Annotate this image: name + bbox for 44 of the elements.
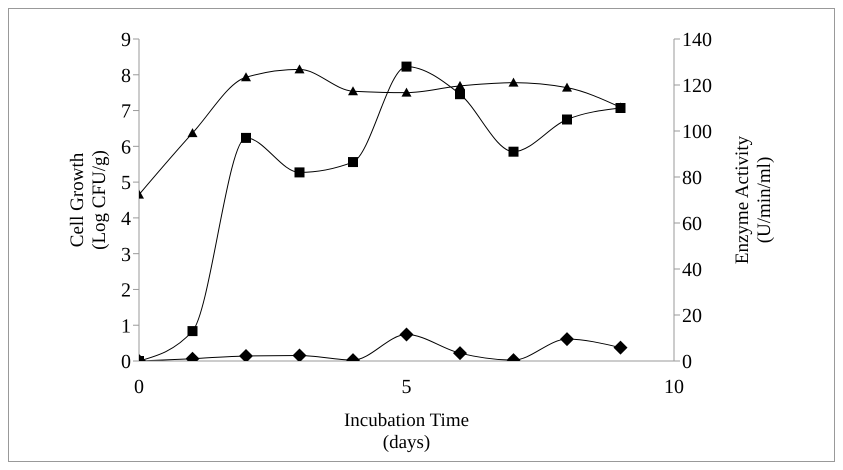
point [241, 132, 251, 143]
y2-tick-label: 20 [682, 305, 702, 328]
x-axis-title: Incubation Time (days) [344, 410, 470, 453]
point [348, 157, 358, 168]
y-tick-label: 2 [121, 280, 131, 302]
y2-tick-label: 80 [682, 167, 702, 190]
y2-tick-label: 140 [682, 29, 712, 52]
point [455, 89, 465, 100]
point [294, 167, 304, 178]
point [508, 146, 518, 157]
point [402, 62, 412, 72]
point [508, 78, 518, 87]
y-tick-label: 3 [121, 244, 131, 266]
point [241, 72, 251, 82]
point [294, 64, 304, 74]
point [400, 328, 414, 342]
y2-tick-label: 120 [682, 75, 712, 98]
point [239, 348, 253, 361]
x-tick-label: 10 [664, 376, 684, 398]
point [402, 88, 412, 97]
point [188, 128, 198, 138]
x-tick-label: 5 [402, 376, 412, 398]
y-tick-label: 0 [121, 351, 131, 374]
y2-tick-label: 100 [682, 121, 712, 144]
y2-tick-label: 40 [682, 259, 702, 282]
y-axis-title: Cell Growth (Log CFU/g) [67, 150, 110, 250]
y-tick-label: 4 [121, 208, 131, 230]
y2-tick-label: 60 [682, 213, 702, 236]
y2-tick-label: 0 [682, 351, 692, 374]
y-tick-label: 6 [121, 136, 131, 158]
y-tick-label: 5 [121, 172, 131, 194]
point [614, 340, 628, 355]
point [560, 332, 574, 346]
point [453, 346, 467, 360]
point [562, 114, 572, 124]
point [292, 348, 306, 361]
y-tick-label: 9 [121, 29, 131, 52]
point [562, 82, 572, 92]
y-tick-label: 7 [121, 100, 131, 123]
point [348, 86, 358, 96]
y-tick-label: 1 [121, 315, 131, 338]
y2-axis-title: Enzyme Activity (U/min/ml) [732, 135, 775, 264]
y-tick-label: 8 [121, 64, 131, 87]
point [188, 326, 198, 336]
